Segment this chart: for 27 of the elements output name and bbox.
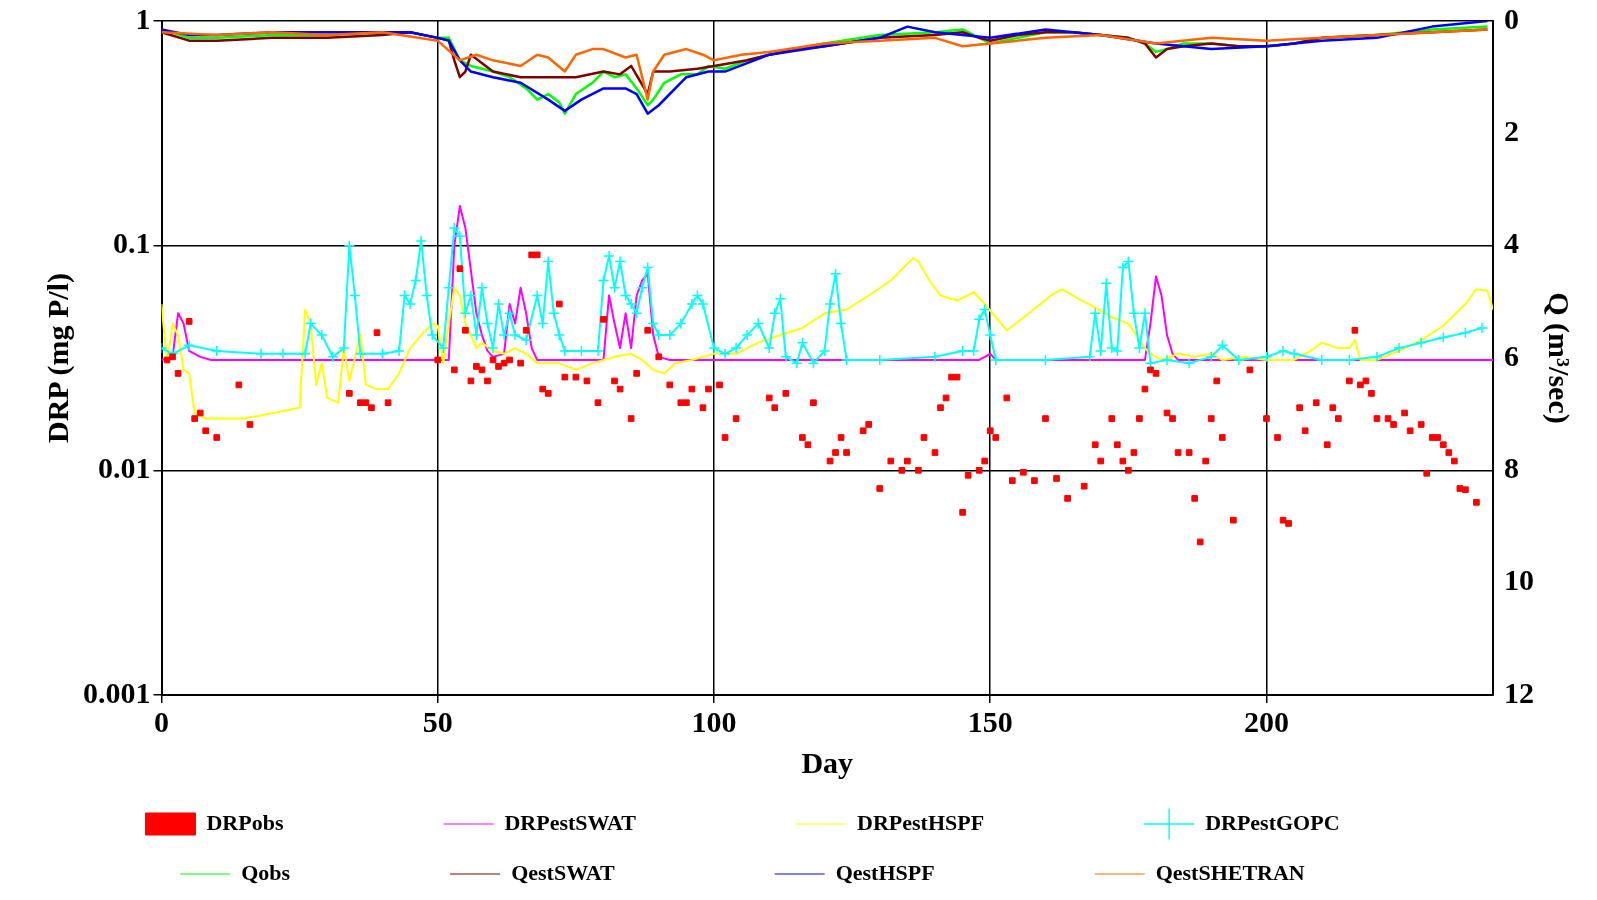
y2-axis-title: Q (m³/sec) [1542,292,1577,424]
y-tick-label: 0.001 [83,675,151,709]
y-tick-label: 0.01 [98,451,151,485]
y2-tick-label: 2 [1504,114,1519,148]
legend-label: DRPobs [206,809,416,835]
legend-label: Qobs [241,859,423,885]
legend-label: QestHSPF [835,859,1067,885]
y-tick-label: 0.1 [113,226,151,260]
x-tick-label: 0 [154,704,169,738]
x-axis-title: Day [801,745,854,779]
legend-label: DRPestSWAT [504,809,769,835]
legend-label: DRPestHSPF [857,809,1117,835]
x-tick-label: 200 [1243,704,1289,738]
x-tick-label: 100 [691,704,737,738]
y2-tick-label: 0 [1504,1,1519,35]
legend-label: QestSWAT [511,859,747,885]
legend-label: QestSHETRAN [1155,859,1437,885]
x-tick-label: 150 [967,704,1013,738]
y-axis-title: DRP (mg P/l) [40,273,75,443]
y2-tick-label: 6 [1504,338,1519,372]
legend-label: DRPestGOPC [1205,809,1472,835]
y2-tick-label: 12 [1504,675,1534,709]
y2-tick-label: 4 [1504,226,1519,260]
y2-tick-label: 10 [1504,563,1534,597]
y-tick-label: 1 [135,1,151,35]
y2-tick-label: 8 [1504,451,1519,485]
x-tick-label: 50 [422,704,453,738]
